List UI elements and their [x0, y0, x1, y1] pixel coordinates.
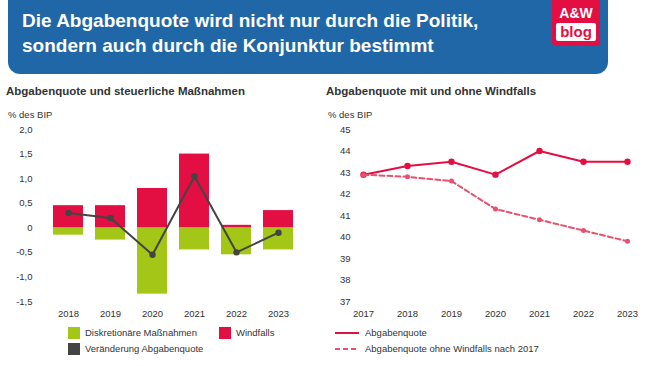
- svg-text:-0,5: -0,5: [16, 246, 32, 257]
- svg-text:2022: 2022: [573, 308, 594, 319]
- svg-text:0,5: 0,5: [19, 197, 32, 208]
- html-text:Abgabenquote: Abgabenquote: [365, 327, 427, 338]
- svg-text:43: 43: [340, 167, 351, 178]
- svg-text:2023: 2023: [268, 308, 289, 319]
- svg-text:40: 40: [340, 231, 351, 242]
- html-text:Diskretionäre Maßnahmen: Diskretionäre Maßnahmen: [85, 327, 197, 338]
- svg-text:45: 45: [340, 124, 351, 135]
- html-text:Veränderung Abgabenquote: Veränderung Abgabenquote: [85, 343, 204, 354]
- svg-text:0: 0: [27, 222, 32, 233]
- html-text:Abgabenquote ohne Windfalls na: Abgabenquote ohne Windfalls nach 2017: [365, 343, 539, 354]
- html-text:blog: blog: [560, 23, 592, 40]
- svg-text:41: 41: [340, 210, 351, 221]
- svg-text:37: 37: [340, 296, 351, 307]
- svg-text:2019: 2019: [441, 308, 462, 319]
- svg-text:2,0: 2,0: [19, 124, 32, 135]
- html-text:Abgabenquote und steuerliche M: Abgabenquote und steuerliche Maßnahmen: [6, 85, 245, 97]
- svg-text:44: 44: [340, 145, 351, 156]
- svg-text:2023: 2023: [617, 308, 638, 319]
- svg-text:2019: 2019: [100, 308, 121, 319]
- html-text:Windfalls: Windfalls: [235, 327, 275, 338]
- html-text:Abgabenquote mit und ohne Wind: Abgabenquote mit und ohne Windfalls: [326, 85, 537, 97]
- svg-text:1,0: 1,0: [19, 173, 32, 184]
- svg-text:2018: 2018: [58, 308, 79, 319]
- svg-text:39: 39: [340, 253, 351, 264]
- svg-text:2017: 2017: [353, 308, 374, 319]
- svg-text:38: 38: [340, 274, 351, 285]
- html-text:Die Abgabenquote wird nicht nu: Die Abgabenquote wird nicht nur durch di…: [22, 10, 479, 31]
- svg-text:1,5: 1,5: [19, 148, 32, 159]
- svg-text:-1,0: -1,0: [16, 271, 32, 282]
- html-text:% des BIP: % des BIP: [328, 109, 373, 120]
- svg-text:2021: 2021: [529, 308, 550, 319]
- svg-text:2022: 2022: [226, 308, 247, 319]
- html-text:A&W: A&W: [559, 5, 593, 21]
- svg-text:2018: 2018: [397, 308, 418, 319]
- html-text:sondern auch durch die Konjunk: sondern auch durch die Konjunktur bestim…: [22, 35, 434, 56]
- svg-text:2020: 2020: [485, 308, 506, 319]
- svg-text:-1,5: -1,5: [16, 296, 32, 307]
- svg-text:42: 42: [340, 188, 351, 199]
- html-text:% des BIP: % des BIP: [8, 109, 53, 120]
- svg-text:2021: 2021: [184, 308, 205, 319]
- svg-text:2020: 2020: [142, 308, 163, 319]
